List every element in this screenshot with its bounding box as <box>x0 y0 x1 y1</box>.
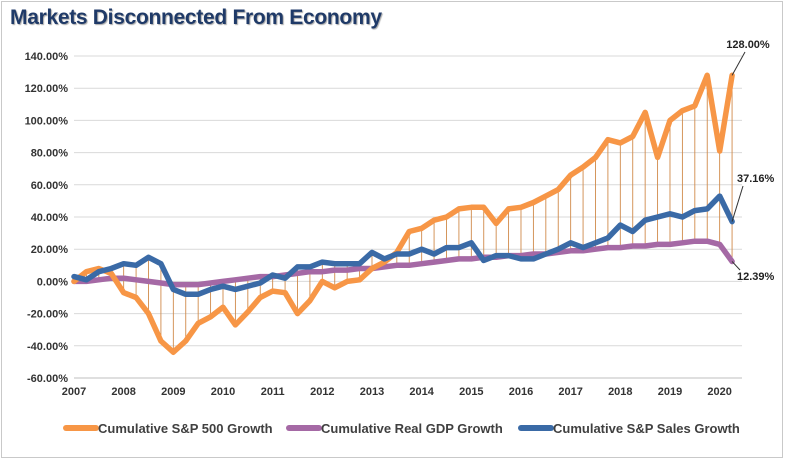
x-tick-label: 2018 <box>608 386 632 398</box>
y-tick-label: 40.00% <box>31 212 69 224</box>
legend-label: Cumulative S&P 500 Growth <box>98 421 273 436</box>
y-tick-label: -40.00% <box>27 341 68 353</box>
x-tick-label: 2015 <box>459 386 483 398</box>
x-tick-label: 2011 <box>261 386 285 398</box>
legend-item: Cumulative Real GDP Growth <box>286 421 503 436</box>
annotation-leader <box>731 261 741 271</box>
y-tick-label: 120.00% <box>25 83 69 95</box>
x-tick-label: 2017 <box>558 386 582 398</box>
legend: Cumulative S&P 500 Growth Cumulative Real… <box>63 421 740 436</box>
x-tick-label: 2012 <box>310 386 334 398</box>
annotation-label: 37.16% <box>737 173 775 185</box>
annotation-label: 12.39% <box>737 271 775 283</box>
x-tick-label: 2008 <box>111 386 135 398</box>
x-tick-label: 2020 <box>707 386 731 398</box>
x-tick-label: 2014 <box>409 386 434 398</box>
x-tick-label: 2019 <box>658 386 682 398</box>
chart-title: Markets Disconnected From Economy <box>10 6 382 29</box>
x-tick-label: 2007 <box>62 386 86 398</box>
y-tick-label: -60.00% <box>27 373 68 385</box>
legend-item: Cumulative S&P Sales Growth <box>518 421 740 436</box>
gridlines <box>74 55 742 379</box>
series-line-cumulative-s-p-500-growth <box>71 72 735 355</box>
legend-label: Cumulative Real GDP Growth <box>321 421 503 436</box>
y-tick-labels: -60.00% -40.00% -20.00% 0.00% 20.00% 40.00% 60… <box>25 51 69 385</box>
x-tick-label: 2013 <box>360 386 384 398</box>
annotation-leader <box>731 51 746 76</box>
series-lines <box>71 72 735 355</box>
x-tick-label: 2010 <box>211 386 235 398</box>
y-tick-label: -20.00% <box>27 309 68 321</box>
series-line-cumulative-real-gdp-growth <box>71 238 735 288</box>
legend-item: Cumulative S&P 500 Growth <box>63 421 273 436</box>
drop-lines <box>73 75 733 353</box>
y-tick-label: 100.00% <box>25 115 69 127</box>
x-tick-labels: 2007 2008 2009 2010 2011 2012 2013 2014 2015 2016… <box>62 386 732 398</box>
annotation-label: 128.00% <box>726 39 770 51</box>
y-tick-label: 80.00% <box>31 148 69 160</box>
y-tick-label: 0.00% <box>37 276 68 288</box>
y-tick-label: 60.00% <box>31 180 69 192</box>
legend-label: Cumulative S&P Sales Growth <box>553 421 740 436</box>
annotation-leader <box>731 185 744 222</box>
series-line-cumulative-s-p-sales-growth <box>71 193 735 298</box>
y-tick-label: 140.00% <box>25 51 69 63</box>
x-tick-label: 2009 <box>161 386 185 398</box>
data-annotations: 128.00% 37.16% 12.39% <box>726 39 774 283</box>
y-tick-label: 20.00% <box>31 244 69 256</box>
x-tick-label: 2016 <box>509 386 533 398</box>
